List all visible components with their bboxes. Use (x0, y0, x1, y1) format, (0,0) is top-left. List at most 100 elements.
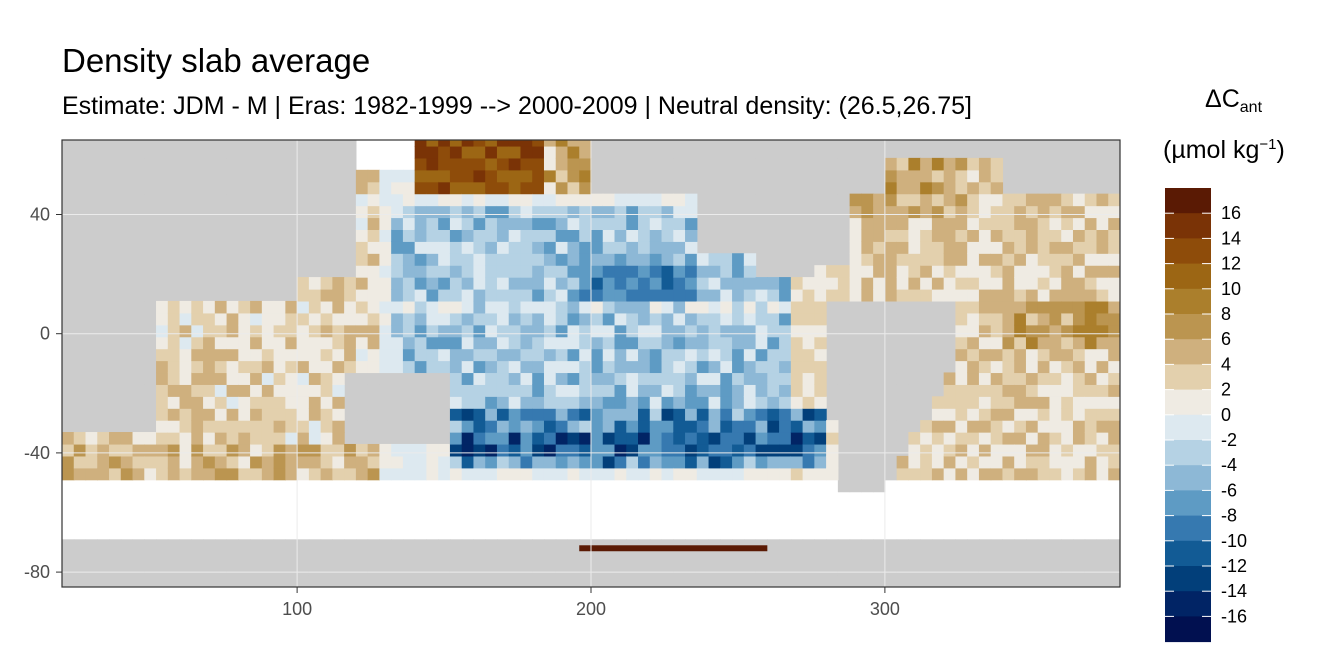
ocean-cell (931, 229, 945, 242)
ocean-cell (344, 443, 357, 457)
ocean-cell (931, 432, 945, 445)
ocean-cell (379, 241, 392, 254)
legend-swatch (1165, 540, 1211, 567)
ocean-cell (1096, 324, 1109, 338)
ocean-cell (649, 443, 663, 457)
ocean-cell (203, 467, 216, 481)
ocean-cell (955, 205, 968, 219)
land-cell (779, 253, 792, 266)
ocean-cell (967, 384, 980, 397)
ocean-cell (931, 205, 945, 219)
ocean-cell (273, 336, 286, 350)
land-cell (109, 193, 122, 207)
ocean-cell (391, 300, 404, 314)
ocean-cell (990, 157, 1004, 171)
ocean-cell (943, 455, 957, 469)
ocean-cell (320, 277, 333, 290)
ocean-cell (214, 372, 228, 385)
land-cell (837, 372, 851, 385)
land-cell (191, 140, 204, 147)
land-cell (167, 551, 181, 564)
land-cell (685, 169, 698, 183)
ocean-cell (696, 300, 710, 314)
legend-swatch (1165, 213, 1211, 239)
legend-swatch (1165, 314, 1211, 340)
land-cell (1096, 551, 1109, 564)
land-cell (85, 575, 98, 587)
land-cell (532, 563, 545, 576)
land-cell (73, 324, 87, 338)
ocean-cell (1072, 300, 1086, 314)
land-cell (826, 539, 839, 552)
ocean-cell (649, 348, 663, 362)
ocean-cell (203, 408, 216, 421)
land-cell (109, 145, 122, 159)
land-cell (179, 145, 192, 159)
ocean-cell (1025, 241, 1039, 254)
land-cell (191, 181, 204, 195)
ocean-cell (414, 169, 428, 183)
ocean-cell (708, 277, 721, 290)
ocean-cell (1072, 312, 1086, 326)
land-cell (97, 277, 110, 290)
ocean-cell (367, 360, 380, 374)
land-cell (861, 181, 874, 195)
land-cell (473, 575, 486, 587)
ocean-cell (614, 420, 627, 433)
ocean-cell (438, 289, 451, 302)
ocean-cell (414, 277, 428, 290)
ocean-cell (367, 348, 380, 362)
land-cell (273, 575, 286, 587)
ocean-cell (1037, 229, 1051, 242)
land-cell (156, 253, 169, 266)
ocean-cell (461, 443, 475, 457)
land-cell (226, 229, 239, 242)
land-cell (626, 575, 639, 587)
ocean-cell (555, 289, 569, 302)
ocean-cell (626, 312, 639, 326)
ocean-cell (720, 384, 733, 397)
x-tick-label: 300 (870, 599, 900, 619)
land-cell (62, 408, 75, 421)
land-cell (320, 145, 333, 159)
ocean-cell (520, 253, 533, 266)
ocean-cell (461, 289, 475, 302)
land-cell (438, 396, 451, 409)
land-cell (132, 575, 145, 587)
land-cell (97, 575, 110, 587)
land-cell (144, 300, 157, 314)
legend-label: 8 (1221, 304, 1231, 324)
land-cell (755, 145, 768, 159)
ocean-cell (1096, 193, 1109, 207)
land-cell (1084, 169, 1098, 183)
ocean-cell (896, 169, 909, 183)
ocean-cell (308, 420, 322, 433)
ocean-cell (344, 455, 357, 469)
land-cell (214, 157, 228, 171)
ocean-cell (1084, 408, 1098, 421)
ocean-cell (543, 443, 557, 457)
ocean-cell (943, 181, 957, 195)
ocean-cell (1084, 443, 1098, 457)
ocean-cell (508, 277, 522, 290)
land-cell (226, 563, 239, 576)
ocean-cell (179, 420, 192, 433)
land-cell (767, 551, 780, 564)
land-cell (344, 408, 357, 421)
land-cell (896, 145, 909, 159)
ocean-cell (543, 300, 557, 314)
ocean-cell (473, 181, 486, 195)
ocean-cell (449, 300, 463, 314)
ocean-cell (367, 312, 380, 326)
land-cell (826, 145, 839, 159)
land-cell (226, 539, 239, 552)
land-cell (109, 300, 122, 314)
land-cell (285, 157, 298, 171)
land-cell (308, 229, 322, 242)
land-cell (367, 563, 380, 576)
ocean-cell (1108, 455, 1120, 469)
ocean-cell (250, 432, 263, 445)
ocean-cell (1084, 324, 1098, 338)
ocean-cell (167, 455, 181, 469)
ocean-cell (626, 324, 639, 338)
